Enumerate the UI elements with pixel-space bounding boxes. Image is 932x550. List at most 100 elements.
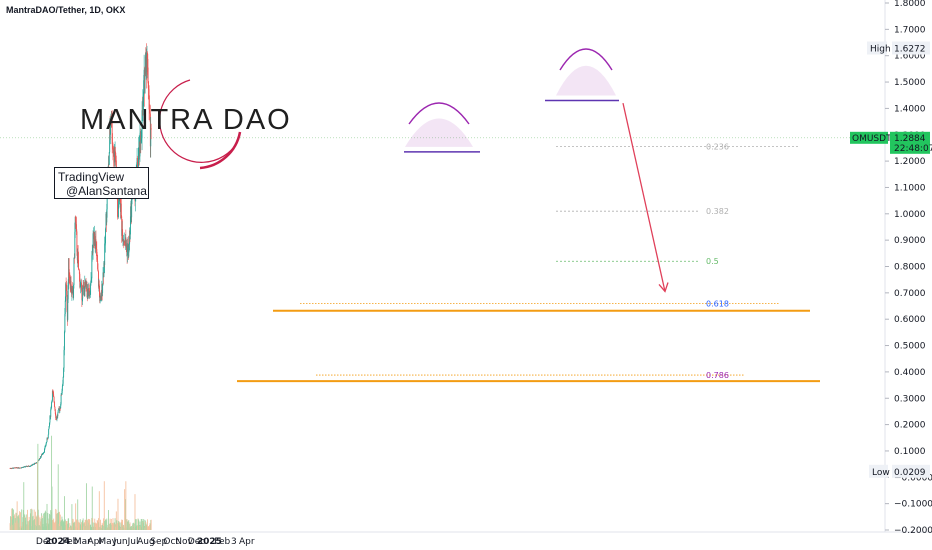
volume-bar <box>114 518 116 530</box>
candle-body <box>96 249 98 260</box>
candle-body <box>47 438 49 440</box>
volume-bar <box>63 496 65 530</box>
high-value-bg <box>892 41 930 55</box>
volume-bar <box>108 523 110 530</box>
candle-body <box>12 468 14 469</box>
volume-bar <box>11 508 13 530</box>
candle-body <box>103 262 105 277</box>
fib-label: 0.382 <box>706 207 729 216</box>
x-tick-label: Nov <box>175 537 193 547</box>
candle-body <box>99 290 101 302</box>
candle-body <box>61 385 63 391</box>
candle-body <box>148 88 150 90</box>
volume-bar <box>125 481 127 530</box>
candle-body <box>82 285 84 288</box>
volume-bar <box>58 512 60 530</box>
candle-body <box>27 466 29 467</box>
x-tick-label: Dec <box>188 537 205 547</box>
candle-body <box>70 280 72 292</box>
candle-body <box>23 466 25 468</box>
volume-bar <box>46 503 48 530</box>
volume-bar <box>127 521 128 530</box>
candle-body <box>35 462 37 464</box>
y-tick-label: 1.5000 <box>894 78 926 88</box>
candle-body <box>28 465 30 467</box>
candle-body <box>128 245 130 257</box>
y-tick-label: 0.4000 <box>894 368 926 378</box>
candle-body <box>91 251 93 256</box>
volume-bar <box>94 522 96 530</box>
logo-ring-accent <box>199 131 242 170</box>
volume-bar <box>133 522 135 530</box>
x-tick-label: May <box>98 537 117 547</box>
y-tick-label: 0.1000 <box>894 447 926 457</box>
candle-body <box>44 446 46 449</box>
candle-body <box>65 283 67 285</box>
volume-bar <box>37 443 39 530</box>
candle-body <box>129 230 131 245</box>
candle-body <box>71 288 73 294</box>
candle-body <box>147 58 149 82</box>
y-tick-label: 0.9000 <box>894 236 926 246</box>
x-tick-label: Feb <box>62 537 78 547</box>
y-tick-label: 1.4000 <box>894 104 926 114</box>
x-tick-label: Apr <box>239 537 255 547</box>
head-pattern-shade <box>556 65 616 96</box>
candle-body <box>75 216 77 222</box>
volume-bar <box>44 512 45 530</box>
candle-body <box>24 466 26 468</box>
candle-body <box>54 401 55 407</box>
volume-bar <box>140 519 142 530</box>
candle-body <box>150 128 152 130</box>
volume-bar <box>85 483 87 530</box>
candle-body <box>43 452 45 453</box>
candle-body <box>140 140 142 142</box>
y-tick-label: 0.7000 <box>894 289 926 299</box>
watermark-line2: @AlanSantana <box>66 184 147 198</box>
candle-body <box>97 260 99 270</box>
candle-body <box>81 298 83 301</box>
candle-body <box>149 111 151 114</box>
volume-bar <box>117 498 119 530</box>
candle-body <box>108 152 110 165</box>
volume-bar <box>119 522 121 530</box>
candle-body <box>117 216 119 218</box>
volume-bar <box>134 519 136 530</box>
candle-body <box>74 231 76 258</box>
candle-body <box>83 285 84 287</box>
candle-body <box>102 284 104 293</box>
candle-body <box>111 116 113 145</box>
candle-body <box>45 442 47 445</box>
candle-body <box>59 407 61 412</box>
volume-bar <box>146 519 148 530</box>
low-value: 0.0209 <box>894 468 926 478</box>
x-tick-label: Aug <box>137 537 155 547</box>
candle-body <box>81 284 83 301</box>
volume-bar <box>128 520 130 530</box>
candle-body <box>63 367 65 377</box>
volume-bar <box>71 504 73 530</box>
candle-body <box>149 109 150 112</box>
volume-bar <box>143 519 145 530</box>
volume-bar <box>12 508 14 530</box>
volume-bar <box>129 522 131 530</box>
candle-body <box>94 233 96 241</box>
candle-body <box>62 376 64 384</box>
head-pattern-arc <box>559 48 613 71</box>
y-tick-label: 0.5000 <box>894 342 926 352</box>
volume-bar <box>13 515 15 530</box>
volume-bar <box>103 518 104 530</box>
candle-body <box>44 446 46 448</box>
candle-body <box>82 287 84 299</box>
candle-body <box>137 157 138 170</box>
volume-bar <box>86 518 88 530</box>
candle-body <box>17 467 18 469</box>
fib-label: 0.236 <box>706 143 729 152</box>
candle-body <box>122 240 124 242</box>
candle-body <box>147 81 149 89</box>
volume-bar <box>104 521 106 530</box>
volume-bar <box>25 514 27 530</box>
volume-bar <box>92 522 94 530</box>
fib-label: 0.618 <box>706 299 729 308</box>
